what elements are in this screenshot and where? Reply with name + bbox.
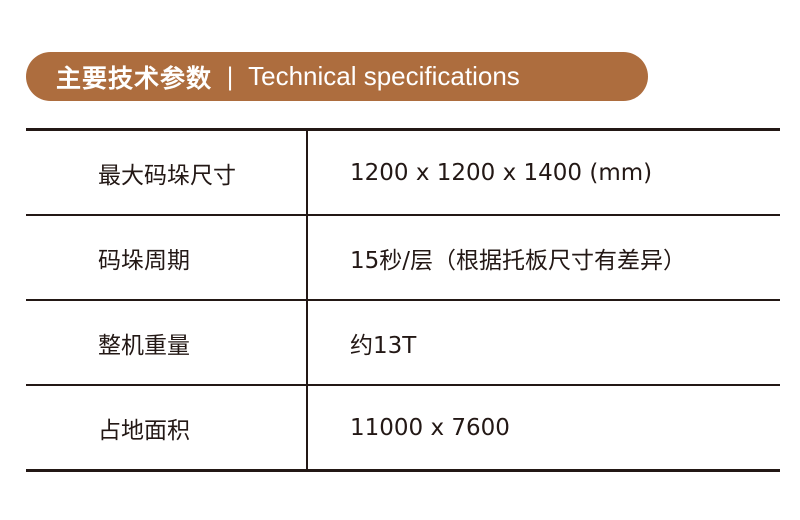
- table-row: 整机重量 约13T: [26, 301, 780, 386]
- spec-table: 最大码垛尺寸 1200 x 1200 x 1400 (mm) 码垛周期 15秒/层（…: [26, 128, 780, 472]
- spec-label: 占地面积: [26, 386, 308, 469]
- table-row: 码垛周期 15秒/层（根据托板尺寸有差异）: [26, 216, 780, 301]
- spec-value: 11000 x 7600: [350, 414, 510, 441]
- spec-label: 最大码垛尺寸: [26, 131, 308, 214]
- section-header: 主要技术参数 | Technical specifications: [26, 52, 648, 101]
- spec-value: 15秒/层（根据托板尺寸有差异）: [350, 247, 687, 274]
- table-row: 占地面积 11000 x 7600: [26, 386, 780, 469]
- spec-value: 约13T: [350, 332, 417, 359]
- spec-label: 整机重量: [26, 301, 308, 384]
- table-row: 最大码垛尺寸 1200 x 1200 x 1400 (mm): [26, 131, 780, 216]
- header-title-en: Technical specifications: [248, 61, 520, 91]
- header-separator: |: [226, 62, 235, 91]
- spec-value: 1200 x 1200 x 1400 (mm): [350, 159, 653, 186]
- header-title-zh: 主要技术参数: [56, 63, 213, 93]
- spec-label: 码垛周期: [26, 216, 308, 299]
